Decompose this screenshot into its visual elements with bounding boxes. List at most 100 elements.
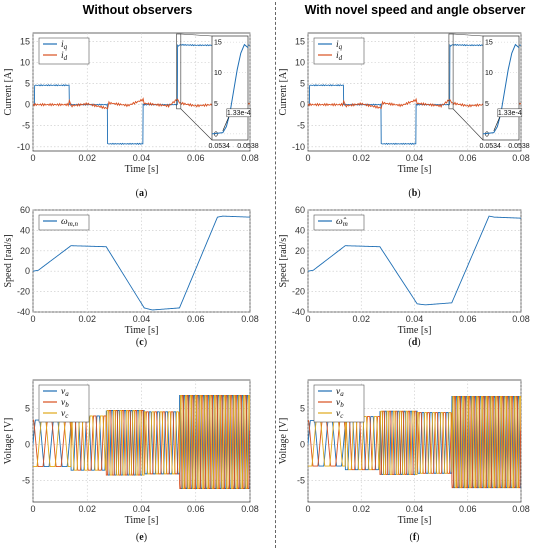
x-axis-label: Time [s] [125, 164, 159, 175]
y-tick-label: 40 [20, 225, 30, 235]
panel-caption: (b) [408, 188, 420, 199]
inset-y-tick-label: 15 [485, 40, 493, 47]
zoom-region [448, 33, 454, 110]
y-tick-label: -10 [17, 142, 30, 152]
panel-b: 0 0.02 0.04 0.06 0.08 -10 -5 0 5 10 15 Time [s] Curr… [278, 32, 530, 199]
legend-entry: vc [336, 409, 344, 420]
x-tick-label: 0 [30, 314, 35, 324]
panel-a: 0 0.02 0.04 0.06 0.08 -10 -5 0 5 10 15 Time [s] Curr… [3, 32, 259, 199]
legend-entry: id [336, 51, 343, 62]
legend-symbol: i [61, 40, 64, 50]
inset-y-tick-label: 10 [214, 70, 222, 77]
y-tick-label: -40 [292, 307, 305, 317]
y-tick-label: 20 [295, 246, 305, 256]
inset-x-tick-label: 0.0538 [237, 143, 259, 150]
legend-entry: iq [61, 40, 68, 51]
y-tick-label: 5 [25, 79, 30, 89]
x-tick-label: 0.04 [406, 153, 424, 163]
caption-paren: ( [136, 188, 140, 199]
x-tick-label: 0 [30, 504, 35, 514]
caption-letter: c [139, 337, 144, 348]
legend-symbol: ω [61, 217, 68, 227]
x-tick-label: 0.06 [459, 504, 477, 514]
legend-symbol: v [336, 387, 341, 397]
annotation-arrow [493, 116, 501, 131]
legend-entry: iq [336, 40, 343, 51]
annotation-box [497, 108, 523, 118]
caption-paren: ) [144, 532, 147, 543]
inset-series-line [211, 43, 249, 135]
x-tick-label: 0.08 [512, 314, 530, 324]
inset-y-tick-label: 5 [485, 101, 489, 108]
legend-box [38, 214, 90, 231]
x-tick-label: 0.06 [187, 504, 205, 514]
legend-symbol: i [336, 40, 339, 50]
y-tick-label: 10 [295, 58, 305, 68]
legend-subscript: q [339, 43, 343, 51]
legend-symbol: i [61, 51, 64, 61]
y-axis-label: Current [A] [278, 69, 289, 116]
legend-box [313, 384, 365, 423]
y-axis-label: Voltage [V] [278, 418, 289, 465]
series-line-ω̂_m [308, 215, 521, 306]
y-tick-label: 0 [300, 266, 305, 276]
x-tick-label: 0.06 [187, 153, 205, 163]
y-tick-label: 15 [295, 36, 305, 46]
x-axis-label: Time [s] [398, 164, 432, 175]
annotation-label: 1.33e-4 [498, 110, 522, 117]
inset-frame [211, 35, 249, 141]
caption-paren: ) [144, 337, 147, 348]
x-tick-label: 0.02 [352, 153, 370, 163]
x-tick-label: 0.02 [352, 314, 370, 324]
caption-paren: ) [416, 532, 419, 543]
legend-entry: vc [61, 409, 69, 420]
legend-symbol: v [61, 398, 66, 408]
panel-f: 0 0.02 0.04 0.06 0.08 -5 0 5 Time [s] Voltage [V]… [278, 379, 530, 543]
inset-y-tick-label: 0 [485, 131, 489, 138]
y-tick-label: 20 [20, 246, 30, 256]
inset-x-tick-label: 0.0534 [208, 143, 230, 150]
legend-symbol: i [336, 51, 339, 61]
caption-paren: ( [408, 188, 412, 199]
annotation-label: 1.33e-4 [227, 110, 251, 117]
series-line-ω_m,n [33, 215, 250, 311]
caption-paren: ) [417, 188, 420, 199]
zoom-region [176, 33, 182, 110]
y-tick-label: -10 [292, 142, 305, 152]
caption-paren: ( [136, 337, 140, 348]
panel-d: 0 0.02 0.04 0.06 0.08 -40 -20 0 20 40 60 Time [s] Sp… [278, 205, 530, 348]
x-tick-label: 0.08 [241, 314, 259, 324]
panel-caption: (c) [136, 337, 147, 348]
x-tick-label: 0.08 [241, 504, 259, 514]
y-tick-label: -20 [17, 287, 30, 297]
y-tick-label: -20 [292, 287, 305, 297]
zoom-connector [180, 108, 213, 141]
caption-paren: ( [408, 337, 412, 348]
annotation-box [226, 108, 252, 118]
column-title-left: Without observers [82, 3, 193, 17]
column-divider [275, 2, 276, 548]
x-axis-label: Time [s] [125, 325, 159, 336]
inset-series-line [482, 43, 520, 135]
x-tick-label: 0.08 [512, 504, 530, 514]
x-tick-label: 0.06 [459, 153, 477, 163]
y-tick-label: 0 [25, 440, 30, 450]
legend-subscript: a [340, 390, 344, 398]
y-tick-label: 40 [295, 225, 305, 235]
x-tick-label: 0 [305, 504, 310, 514]
y-tick-label: -5 [22, 121, 30, 131]
x-tick-label: 0.06 [459, 314, 477, 324]
inset-y-tick-label: 5 [214, 101, 218, 108]
legend-subscript: c [65, 412, 69, 420]
series-line-v_a [33, 395, 250, 489]
x-tick-label: 0 [305, 153, 310, 163]
x-tick-label: 0 [30, 153, 35, 163]
caption-letter: b [412, 188, 418, 199]
x-tick-label: 0.04 [133, 314, 151, 324]
y-tick-label: 10 [20, 58, 30, 68]
y-tick-label: 0 [25, 100, 30, 110]
y-tick-label: 0 [300, 100, 305, 110]
x-tick-label: 0.02 [78, 314, 96, 324]
